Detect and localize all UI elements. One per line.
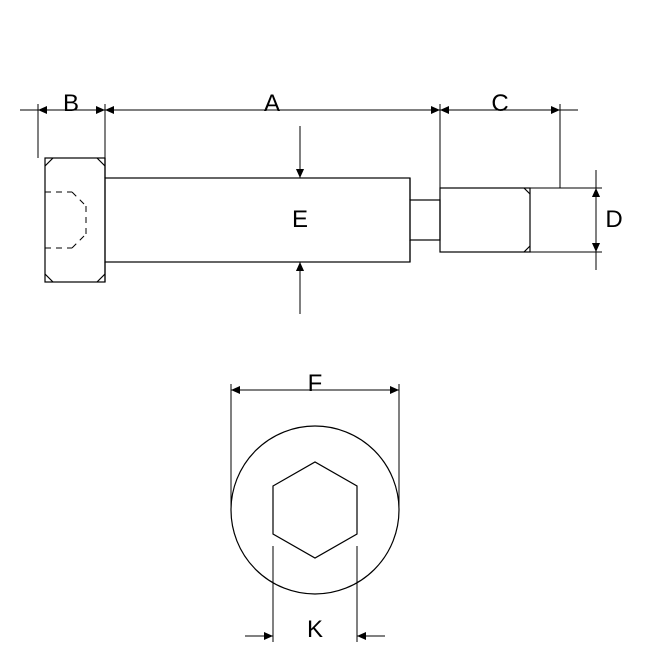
hex-socket <box>273 462 357 558</box>
dim-label-b: B <box>63 90 79 118</box>
dim-label-d: D <box>605 206 622 234</box>
screw-body <box>105 178 410 262</box>
dim-label-c: C <box>491 90 508 118</box>
dim-label-f: F <box>308 370 323 398</box>
screw-thread <box>440 188 530 252</box>
dim-label-e: E <box>292 206 308 234</box>
dim-label-a: A <box>264 90 280 118</box>
dim-label-k: K <box>307 616 323 644</box>
screw-neck <box>410 200 440 240</box>
head-circle <box>231 426 399 594</box>
screw-head <box>45 158 105 282</box>
